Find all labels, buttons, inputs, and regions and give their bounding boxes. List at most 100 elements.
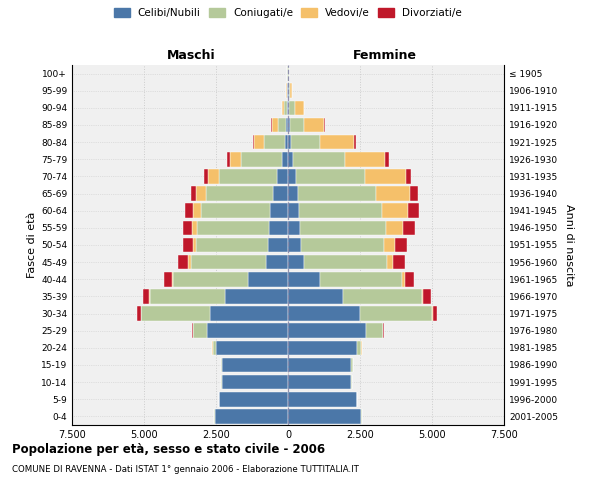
Bar xyxy=(290,84,292,98)
Bar xyxy=(196,238,268,252)
Bar xyxy=(388,255,393,270)
Bar xyxy=(191,220,197,235)
Bar xyxy=(288,100,289,115)
Bar xyxy=(272,118,278,132)
Bar xyxy=(269,220,288,235)
Bar xyxy=(150,289,224,304)
Bar xyxy=(220,169,277,184)
Bar xyxy=(253,135,254,150)
Bar xyxy=(383,324,385,338)
Bar xyxy=(409,204,419,218)
Bar xyxy=(227,152,230,166)
Bar xyxy=(178,255,188,270)
Bar xyxy=(288,409,361,424)
Bar xyxy=(345,152,385,166)
Bar xyxy=(222,375,288,390)
Bar xyxy=(248,272,288,286)
Bar xyxy=(288,220,299,235)
Bar xyxy=(270,204,288,218)
Bar xyxy=(266,255,288,270)
Bar xyxy=(288,255,304,270)
Bar xyxy=(193,204,201,218)
Bar xyxy=(268,238,288,252)
Bar xyxy=(385,238,395,252)
Bar xyxy=(288,306,360,321)
Bar xyxy=(288,324,366,338)
Y-axis label: Fasce di età: Fasce di età xyxy=(27,212,37,278)
Bar xyxy=(402,272,404,286)
Bar xyxy=(395,238,407,252)
Bar xyxy=(265,135,284,150)
Bar xyxy=(403,220,415,235)
Bar xyxy=(433,306,437,321)
Bar xyxy=(241,152,281,166)
Bar xyxy=(215,409,288,424)
Bar xyxy=(288,358,352,372)
Bar xyxy=(295,100,304,115)
Bar xyxy=(406,169,411,184)
Bar xyxy=(288,186,298,201)
Bar xyxy=(296,169,365,184)
Bar xyxy=(143,289,149,304)
Bar xyxy=(212,340,216,355)
Bar xyxy=(360,306,432,321)
Bar xyxy=(288,204,299,218)
Bar xyxy=(208,169,220,184)
Bar xyxy=(376,186,410,201)
Bar xyxy=(343,289,422,304)
Bar xyxy=(219,392,288,406)
Bar xyxy=(288,392,357,406)
Bar xyxy=(201,204,270,218)
Bar xyxy=(164,272,172,286)
Bar xyxy=(224,289,288,304)
Bar xyxy=(284,100,287,115)
Bar xyxy=(221,358,222,372)
Bar xyxy=(365,169,406,184)
Bar xyxy=(298,186,376,201)
Bar xyxy=(206,186,273,201)
Bar xyxy=(193,324,208,338)
Bar xyxy=(210,306,288,321)
Bar xyxy=(191,186,196,201)
Bar xyxy=(288,152,293,166)
Text: Maschi: Maschi xyxy=(166,48,215,62)
Bar xyxy=(196,186,206,201)
Bar xyxy=(289,84,290,98)
Bar xyxy=(404,272,414,286)
Bar xyxy=(172,272,173,286)
Bar xyxy=(141,306,210,321)
Bar xyxy=(284,135,288,150)
Bar xyxy=(184,238,193,252)
Bar xyxy=(352,358,353,372)
Bar xyxy=(354,135,356,150)
Bar xyxy=(208,324,288,338)
Bar xyxy=(254,135,265,150)
Bar xyxy=(183,220,191,235)
Text: Femmine: Femmine xyxy=(353,48,417,62)
Bar xyxy=(173,272,248,286)
Legend: Celibi/Nubili, Coniugati/e, Vedovi/e, Divorziati/e: Celibi/Nubili, Coniugati/e, Vedovi/e, Di… xyxy=(114,8,462,18)
Bar xyxy=(304,118,324,132)
Bar xyxy=(291,135,320,150)
Bar xyxy=(289,100,295,115)
Y-axis label: Anni di nascita: Anni di nascita xyxy=(563,204,574,286)
Bar xyxy=(185,204,193,218)
Bar xyxy=(301,238,385,252)
Bar xyxy=(281,152,288,166)
Bar xyxy=(385,152,389,166)
Bar xyxy=(299,204,382,218)
Bar xyxy=(290,118,304,132)
Bar xyxy=(193,238,196,252)
Text: COMUNE DI RAVENNA - Dati ISTAT 1° gennaio 2006 - Elaborazione TUTTITALIA.IT: COMUNE DI RAVENNA - Dati ISTAT 1° gennai… xyxy=(12,465,359,474)
Bar xyxy=(288,169,296,184)
Bar xyxy=(304,255,388,270)
Bar xyxy=(197,220,269,235)
Bar xyxy=(288,289,343,304)
Bar xyxy=(222,358,288,372)
Bar xyxy=(382,204,409,218)
Bar xyxy=(320,135,354,150)
Bar xyxy=(288,272,320,286)
Bar xyxy=(393,255,404,270)
Bar xyxy=(357,340,361,355)
Bar xyxy=(366,324,383,338)
